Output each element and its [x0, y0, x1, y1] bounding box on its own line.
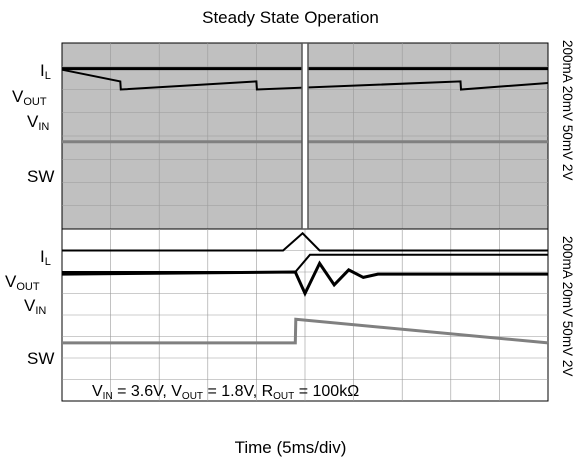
channel-label-vin: VIN	[24, 296, 47, 317]
channel-label-il: IL	[40, 61, 51, 82]
channel-label-il: IL	[40, 247, 51, 268]
series-lower-sw	[62, 317, 549, 345]
channel-label-sw: SW	[27, 349, 55, 368]
operating-conditions-note: VIN = 3.6V, VOUT = 1.8V, ROUT = 100kΩ	[92, 383, 360, 402]
x-axis-label: Time (5ms/div)	[234, 438, 347, 457]
series-lower-vin	[61, 260, 548, 298]
channel-scale-text: 200mA 20mV 50mV 2V	[560, 236, 575, 377]
series-lower-il	[62, 231, 548, 252]
channel-label-vout: VOUT	[12, 87, 47, 108]
chart-title: Steady State Operation	[202, 8, 379, 27]
channel-label-vin: VIN	[27, 112, 50, 133]
channel-scale-text: 200mA 20mV 50mV 2V	[560, 40, 575, 181]
channel-label-vout: VOUT	[5, 272, 40, 293]
series-upper-vout	[61, 68, 549, 91]
channel-label-sw: SW	[27, 167, 55, 186]
zoom-window-marker	[301, 42, 309, 230]
